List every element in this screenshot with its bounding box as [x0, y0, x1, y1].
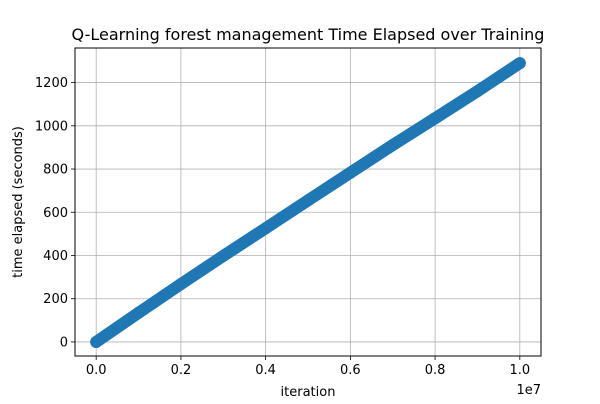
- y-axis-label: time elapsed (seconds): [11, 126, 26, 278]
- x-tick-label: 0.0: [86, 363, 107, 378]
- x-tick-label: 0.4: [255, 363, 276, 378]
- data-point: [174, 278, 187, 291]
- y-tick-label: 600: [43, 206, 68, 221]
- y-tick-label: 800: [43, 163, 68, 178]
- plot-frame: [74, 47, 542, 357]
- data-point: [344, 166, 357, 179]
- data-point: [471, 85, 484, 98]
- y-tick-label: 1000: [35, 119, 68, 134]
- x-tick-label: 0.6: [340, 363, 361, 378]
- data-point: [90, 335, 103, 348]
- x-axis-label: iteration: [281, 385, 336, 400]
- x-tick-label: 0.2: [171, 363, 192, 378]
- grid: [75, 48, 541, 356]
- data-point: [302, 194, 314, 207]
- y-tick-label: 200: [43, 292, 68, 307]
- data-point: [513, 57, 526, 70]
- x-tick-label: 0.8: [425, 363, 446, 378]
- chart-title: Q-Learning forest management Time Elapse…: [72, 25, 545, 44]
- data-point: [386, 139, 399, 152]
- y-tick-label: 400: [43, 249, 68, 264]
- y-tick-label: 1200: [35, 76, 68, 91]
- axis-ticks: 0.0 0.2 0.4 0.6 0.8 1.0 0 200 400 600 800 1000 1200: [35, 76, 530, 378]
- data-point: [132, 306, 145, 319]
- data-point: [259, 222, 272, 235]
- x-tick-label: 1.0: [509, 363, 530, 378]
- y-tick-label: 0: [60, 335, 68, 350]
- data-series: [90, 57, 526, 348]
- data-point: [217, 249, 230, 262]
- x-axis-offset-label: 1e7: [516, 383, 541, 398]
- data-point: [429, 112, 442, 125]
